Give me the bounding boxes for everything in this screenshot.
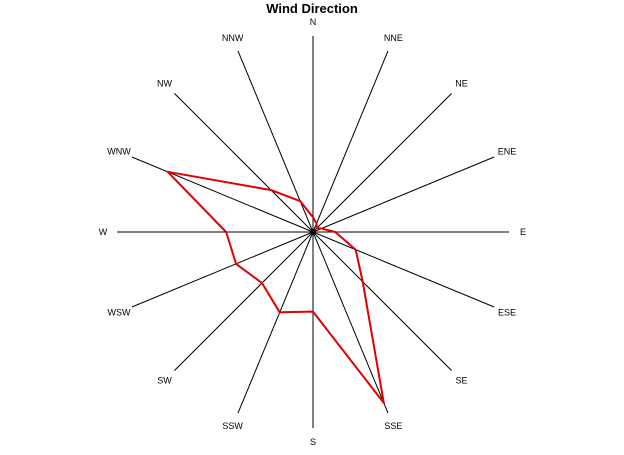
spokes-group — [117, 36, 509, 428]
series-group — [166, 170, 385, 404]
data-point-s — [312, 310, 314, 313]
data-point-nne — [315, 222, 318, 225]
direction-label-wnw: WNW — [107, 147, 131, 157]
data-point-ese — [354, 248, 357, 251]
data-point-ene — [320, 227, 323, 230]
data-point-w — [225, 231, 228, 233]
data-point-ssw — [278, 311, 281, 314]
spoke-wnw — [131, 156, 314, 233]
data-point-nnw — [299, 200, 302, 203]
direction-label-sw: SW — [157, 376, 172, 386]
direction-label-ne: NE — [455, 79, 468, 89]
spoke-nnw — [237, 50, 314, 233]
direction-label-e: E — [520, 227, 526, 237]
direction-label-ene: ENE — [498, 147, 517, 157]
spoke-ssw — [237, 231, 314, 414]
direction-label-ese: ESE — [498, 307, 516, 317]
spoke-nw — [174, 93, 314, 233]
spoke-nne — [312, 50, 389, 233]
data-point-n — [312, 216, 314, 219]
data-point-ne — [315, 227, 318, 230]
data-point-sw — [261, 282, 263, 284]
spoke-se — [312, 231, 452, 371]
direction-label-nnw: NNW — [222, 33, 244, 43]
spoke-ene — [312, 156, 495, 233]
direction-label-nw: NW — [157, 79, 172, 89]
data-point-e — [334, 231, 337, 233]
data-point-wnw — [166, 170, 169, 173]
direction-label-se: SE — [455, 376, 467, 386]
data-point-se — [361, 280, 364, 283]
chart-title: Wind Direction — [266, 1, 358, 16]
spoke-wsw — [131, 231, 314, 308]
spoke-sw — [174, 231, 314, 371]
spoke-ne — [312, 93, 452, 233]
direction-labels-group: N NNE NE ENE E ESE SE SSE S SSW SW WSW W WNW NW NNW — [99, 17, 526, 447]
direction-label-wsw: WSW — [108, 307, 131, 317]
spoke-sse — [312, 231, 389, 414]
direction-label-s: S — [310, 437, 316, 447]
direction-label-ssw: SSW — [222, 421, 243, 431]
direction-label-sse: SSE — [384, 421, 402, 431]
data-point-wsw — [235, 262, 238, 265]
direction-label-w: W — [99, 227, 108, 237]
series-line-0 — [166, 170, 385, 404]
spoke-ese — [312, 231, 495, 308]
data-point-sse — [382, 401, 385, 404]
direction-label-n: N — [310, 17, 317, 27]
data-point-nw — [270, 189, 273, 192]
direction-label-nne: NNE — [384, 33, 403, 43]
